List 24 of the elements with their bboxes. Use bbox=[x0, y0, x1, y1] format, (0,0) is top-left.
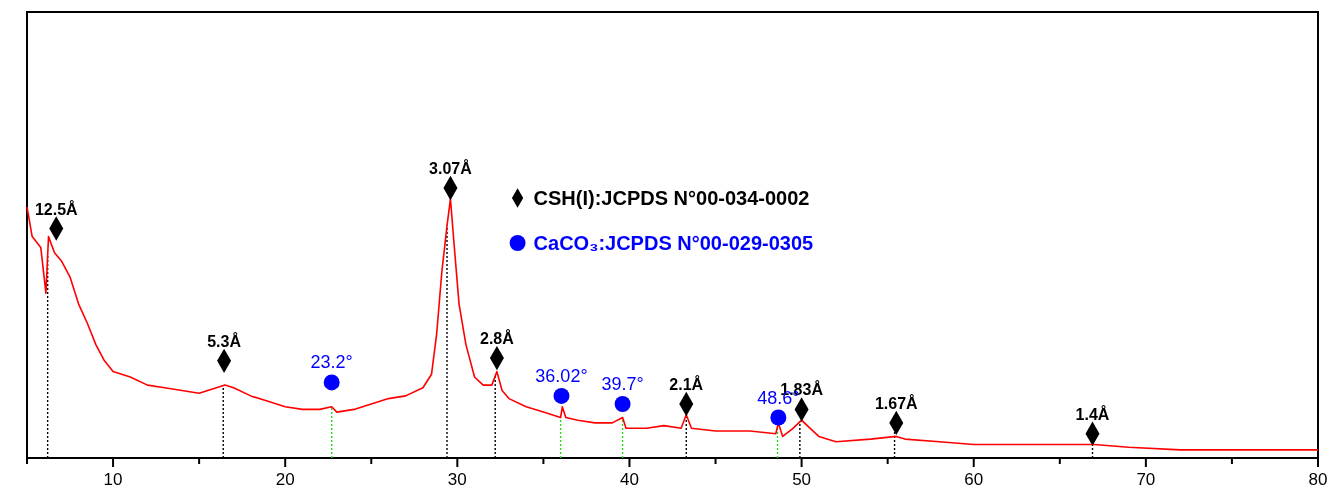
annotation: 36.02° bbox=[535, 365, 588, 386]
annotation: 1.4Å bbox=[1075, 404, 1110, 423]
annotation: 23.2° bbox=[310, 352, 353, 373]
x-tick-label: 60 bbox=[964, 470, 984, 489]
annotation: 5.3Å bbox=[207, 331, 242, 350]
x-tick-label: 30 bbox=[447, 470, 467, 489]
point bbox=[553, 387, 570, 404]
annotation: 3.07Å bbox=[429, 159, 473, 177]
x-tick-label: 80 bbox=[1308, 470, 1328, 489]
annotation: 39.7° bbox=[601, 374, 644, 394]
annotation: 1.67Å bbox=[874, 393, 919, 412]
legend-label: CaCO₃:JCPDS N°00-029-0305 bbox=[533, 232, 814, 254]
annotation: 2.1Å bbox=[669, 375, 704, 393]
point bbox=[323, 374, 340, 391]
x-tick-label: 20 bbox=[275, 470, 295, 489]
x-tick-label: 40 bbox=[620, 470, 639, 489]
annotation: 12.5Å bbox=[34, 199, 79, 218]
annotation: 2.8Å bbox=[480, 329, 515, 348]
x-tick-label: 50 bbox=[792, 470, 812, 489]
point bbox=[614, 396, 631, 412]
point bbox=[770, 409, 787, 426]
legend-label: CSH(I):JCPDS N°00-034-0002 bbox=[533, 187, 810, 209]
x-tick-label: 10 bbox=[103, 470, 123, 489]
x-tick-label: 70 bbox=[1136, 470, 1156, 489]
